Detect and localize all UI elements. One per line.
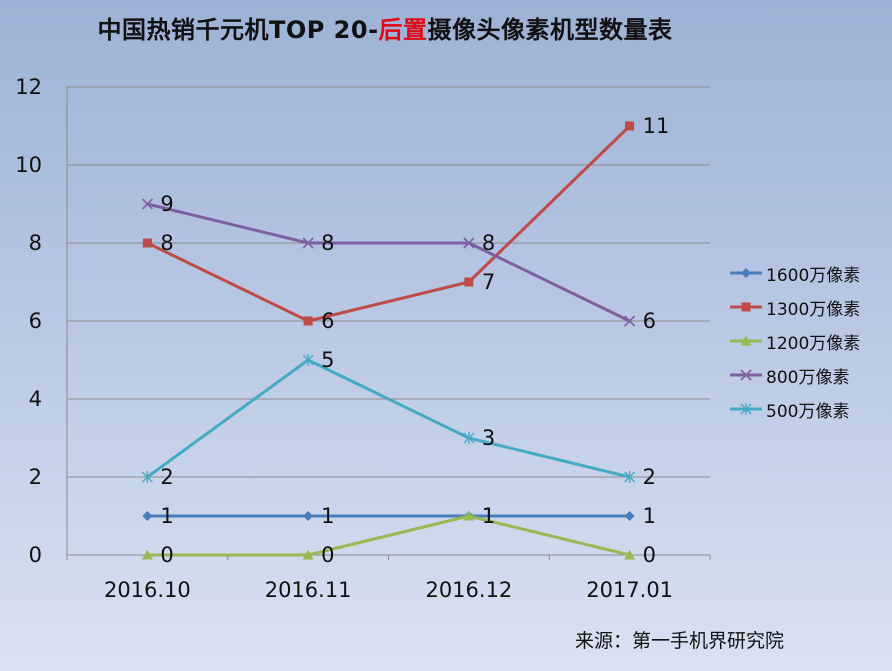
legend-label: 1600万像素	[766, 265, 861, 286]
data-label: 5	[321, 348, 334, 372]
data-label: 1	[321, 504, 334, 528]
y-tick-label: 4	[29, 387, 42, 411]
y-tick-label: 2	[29, 465, 42, 489]
data-point	[303, 511, 314, 521]
data-label: 2	[160, 465, 173, 489]
data-label: 1	[482, 504, 495, 528]
legend-key	[730, 335, 762, 346]
data-point	[463, 237, 475, 249]
data-point	[625, 121, 635, 131]
marker-stroke	[624, 315, 636, 327]
chart-title: 中国热销千元机TOP 20-后置摄像头像素机型数量表	[0, 10, 770, 45]
series-5: 2 5 3 2	[141, 348, 656, 489]
data-point	[624, 511, 635, 521]
legend-key	[730, 369, 762, 381]
data-label: 6	[643, 309, 656, 333]
data-label: 2	[643, 465, 656, 489]
series-line	[145, 514, 632, 557]
marker-stroke	[463, 237, 475, 249]
data-point	[624, 549, 636, 560]
data-point	[302, 354, 314, 366]
data-point	[302, 237, 314, 249]
series-1: 1 1 1 1	[142, 504, 656, 528]
legend-marker	[741, 302, 751, 312]
series-3: 0 0 1 0	[141, 504, 656, 567]
data-point	[303, 316, 313, 326]
source-note: 来源：第一手机界研究院	[575, 630, 785, 652]
series-line	[145, 358, 632, 479]
legend: 1600万像素 1300万像素 1200万像素 800万像素 500万像素	[728, 256, 888, 426]
legend-item: 800万像素	[728, 358, 888, 392]
legend-marker	[740, 403, 752, 415]
data-label: 8	[482, 231, 495, 255]
legend-label: 500万像素	[766, 401, 850, 422]
data-point	[141, 471, 153, 483]
series-4: 9 8 8 6	[141, 192, 656, 333]
data-point	[142, 511, 153, 521]
data-point	[464, 277, 474, 287]
x-tick-label: 2016.10	[104, 578, 191, 602]
x-tick-label: 2016.12	[425, 578, 512, 602]
series-2: 8 6 7 11	[142, 114, 670, 333]
legend-item: 1600万像素	[728, 256, 888, 290]
data-label: 7	[482, 270, 495, 294]
data-point	[302, 549, 314, 560]
legend-label: 800万像素	[766, 367, 850, 388]
title-part2: 摄像头像素机型数量表	[427, 16, 673, 44]
x-tick-label: 2016.11	[265, 578, 352, 602]
data-point	[463, 432, 475, 444]
data-label: 3	[482, 426, 495, 450]
series-line	[145, 124, 632, 323]
y-tick-label: 10	[15, 153, 42, 177]
marker-stroke	[740, 369, 752, 381]
data-label: 8	[160, 231, 173, 255]
data-label: 0	[643, 543, 656, 567]
data-label: 1	[160, 504, 173, 528]
data-label: 1	[643, 504, 656, 528]
data-label: 8	[321, 231, 334, 255]
marker-stroke	[141, 198, 153, 210]
legend-key	[730, 403, 762, 415]
data-label: 11	[643, 114, 670, 138]
data-label: 6	[321, 309, 334, 333]
legend-key	[730, 268, 762, 278]
data-label: 0	[160, 543, 173, 567]
legend-label: 1300万像素	[766, 299, 861, 320]
y-tick-label: 12	[15, 75, 42, 99]
legend-marker	[740, 335, 752, 346]
x-tick-label: 2017.01	[586, 578, 673, 602]
legend-marker	[740, 369, 752, 381]
data-point	[141, 549, 153, 560]
data-point	[142, 238, 152, 248]
y-tick-label: 8	[29, 231, 42, 255]
data-point	[624, 471, 636, 483]
y-tick-label: 6	[29, 309, 42, 333]
data-label: 9	[160, 192, 173, 216]
legend-item: 500万像素	[728, 392, 888, 426]
y-tick-label: 0	[29, 543, 42, 567]
legend-key	[730, 302, 762, 312]
legend-label: 1200万像素	[766, 333, 861, 354]
legend-item: 1300万像素	[728, 290, 888, 324]
title-highlight: 后置	[378, 16, 428, 44]
legend-marker	[741, 268, 751, 278]
data-point	[463, 510, 475, 521]
data-point	[624, 315, 636, 327]
marker-stroke	[302, 237, 314, 249]
legend-item: 1200万像素	[728, 324, 888, 358]
series-line	[145, 202, 632, 323]
title-part1: 中国热销千元机TOP 20-	[97, 16, 379, 44]
data-point	[141, 198, 153, 210]
data-label: 0	[321, 543, 334, 567]
